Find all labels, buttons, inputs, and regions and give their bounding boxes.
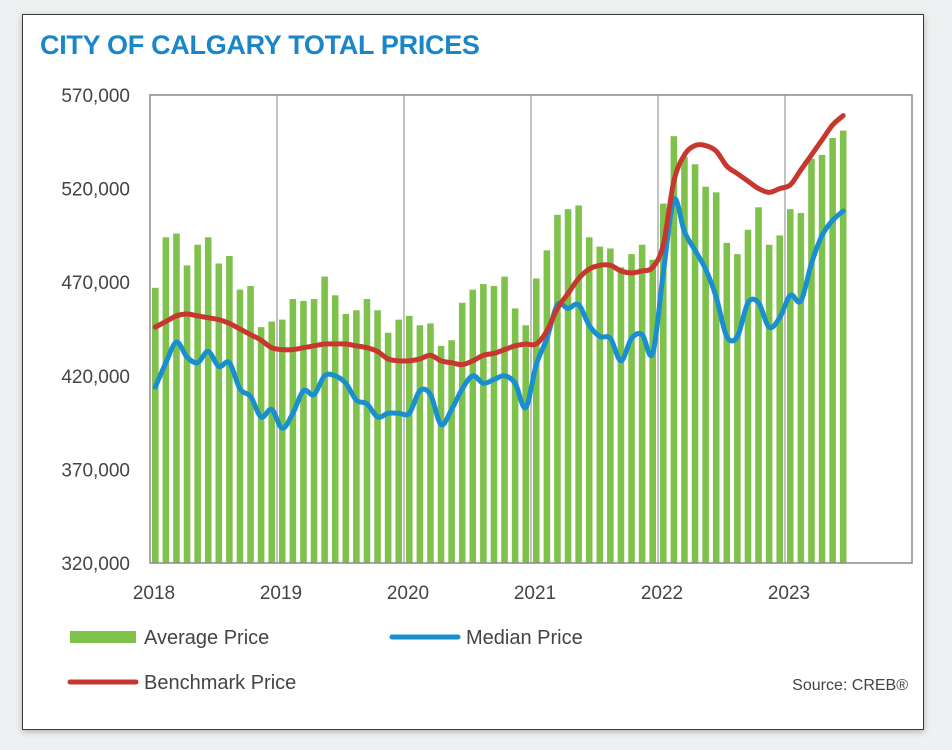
plot-border (149, 94, 913, 564)
x-tick-label: 2020 (387, 583, 429, 604)
average-price-bar (342, 314, 350, 563)
average-price-bar (596, 246, 604, 563)
average-price-bar (649, 259, 656, 563)
average-price-bar (384, 332, 392, 563)
gridlines (276, 95, 786, 563)
average-price-bar (427, 323, 434, 563)
average-price-bar (839, 130, 847, 563)
average-price-bar (183, 265, 191, 563)
average-price-bar (808, 158, 815, 563)
average-price-bar (289, 299, 297, 563)
y-tick-label: 320,000 (61, 554, 130, 575)
average-price-bar (691, 164, 699, 563)
benchmark-price-line (152, 113, 846, 368)
average-price-bar (300, 300, 307, 563)
average-price-bar (797, 212, 805, 563)
average-price-bar (448, 340, 455, 563)
x-tick-label: 2023 (768, 583, 810, 604)
average-price-bar (416, 325, 424, 563)
average-price-bar (522, 325, 529, 563)
average-price-bar (257, 327, 265, 563)
source-note: Source: CREB® (792, 677, 908, 694)
average-price-bar (607, 248, 614, 563)
average-price-bar (162, 237, 170, 563)
x-tick-label: 2018 (133, 583, 175, 604)
chart-title: CITY OF CALGARY TOTAL PRICES (40, 30, 480, 60)
average-price-bar (712, 192, 720, 563)
average-price-bar (331, 295, 339, 563)
legend-label: Median Price (466, 627, 583, 649)
average-price-bar (744, 229, 752, 563)
average-price-bar (395, 319, 402, 563)
y-tick-label: 520,000 (61, 180, 130, 201)
average-price-bar (681, 156, 688, 563)
price-lines (152, 113, 846, 431)
average-price-bar (617, 267, 625, 563)
average-price-bar (363, 299, 371, 563)
average-price-bar (638, 244, 646, 563)
average-price-bar (152, 287, 159, 563)
average-price-bar (268, 321, 275, 563)
average-price-bar (585, 237, 593, 563)
average-price-bar (458, 302, 466, 563)
average-price-bar (173, 233, 180, 563)
average-price-bar (776, 235, 783, 563)
x-tick-label: 2019 (260, 583, 302, 604)
average-price-bar (829, 138, 836, 563)
legend-label: Average Price (144, 627, 269, 649)
average-price-bar (374, 310, 381, 563)
average-price-bar (723, 242, 731, 563)
average-price-bar (236, 289, 244, 563)
median-price-line (152, 196, 846, 431)
average-price-bar (353, 310, 360, 563)
average-price-bar (279, 319, 286, 563)
legend-average-price: Average Price (70, 627, 269, 649)
y-tick-label: 470,000 (61, 273, 130, 294)
average-price-bar (501, 276, 508, 563)
average-price-bar (490, 285, 498, 563)
y-tick-label: 420,000 (61, 367, 130, 388)
average-price-bar (310, 299, 318, 563)
x-tick-label: 2022 (641, 583, 683, 604)
average-price-bar (469, 289, 477, 563)
average-price-bar (543, 250, 551, 563)
x-axis: 2018 2019 2020 2021 2022 2023 (133, 583, 810, 604)
average-price-bar (321, 276, 328, 563)
legend-median-price: Median Price (389, 627, 583, 649)
average-price-bar (734, 254, 741, 563)
average-price-bar (215, 263, 223, 563)
average-price-bar (787, 209, 794, 563)
y-tick-label: 370,000 (61, 460, 130, 481)
average-price-bar (660, 203, 667, 564)
average-price-bar (406, 315, 413, 563)
y-axis: 570,000 520,000 470,000 420,000 370,000 320,0… (61, 86, 130, 575)
average-price-bars (152, 130, 847, 564)
average-price-bar (628, 254, 635, 563)
legend-swatch (70, 631, 136, 643)
legend-benchmark-price: Benchmark Price (67, 672, 296, 694)
average-price-bar (765, 244, 773, 563)
average-price-bar (670, 136, 678, 563)
plot-frame (149, 94, 913, 564)
y-tick-label: 570,000 (61, 86, 130, 107)
average-price-bar (194, 244, 201, 563)
x-tick-label: 2021 (514, 583, 556, 604)
average-price-bar (226, 255, 233, 563)
legend: Average Price Median Price Benchmark Price (67, 627, 583, 694)
average-price-bar (702, 186, 709, 563)
average-price-bar (755, 207, 762, 563)
average-price-bar (480, 284, 487, 563)
average-price-bar (533, 278, 540, 563)
average-price-bar (204, 237, 212, 563)
average-price-bar (554, 214, 561, 564)
legend-label: Benchmark Price (144, 672, 296, 694)
average-price-bar (437, 345, 445, 563)
average-price-bar (511, 308, 519, 563)
average-price-bar (247, 285, 254, 563)
average-price-bar (818, 154, 826, 564)
average-price-bar (564, 209, 572, 563)
average-price-bar (575, 205, 582, 563)
